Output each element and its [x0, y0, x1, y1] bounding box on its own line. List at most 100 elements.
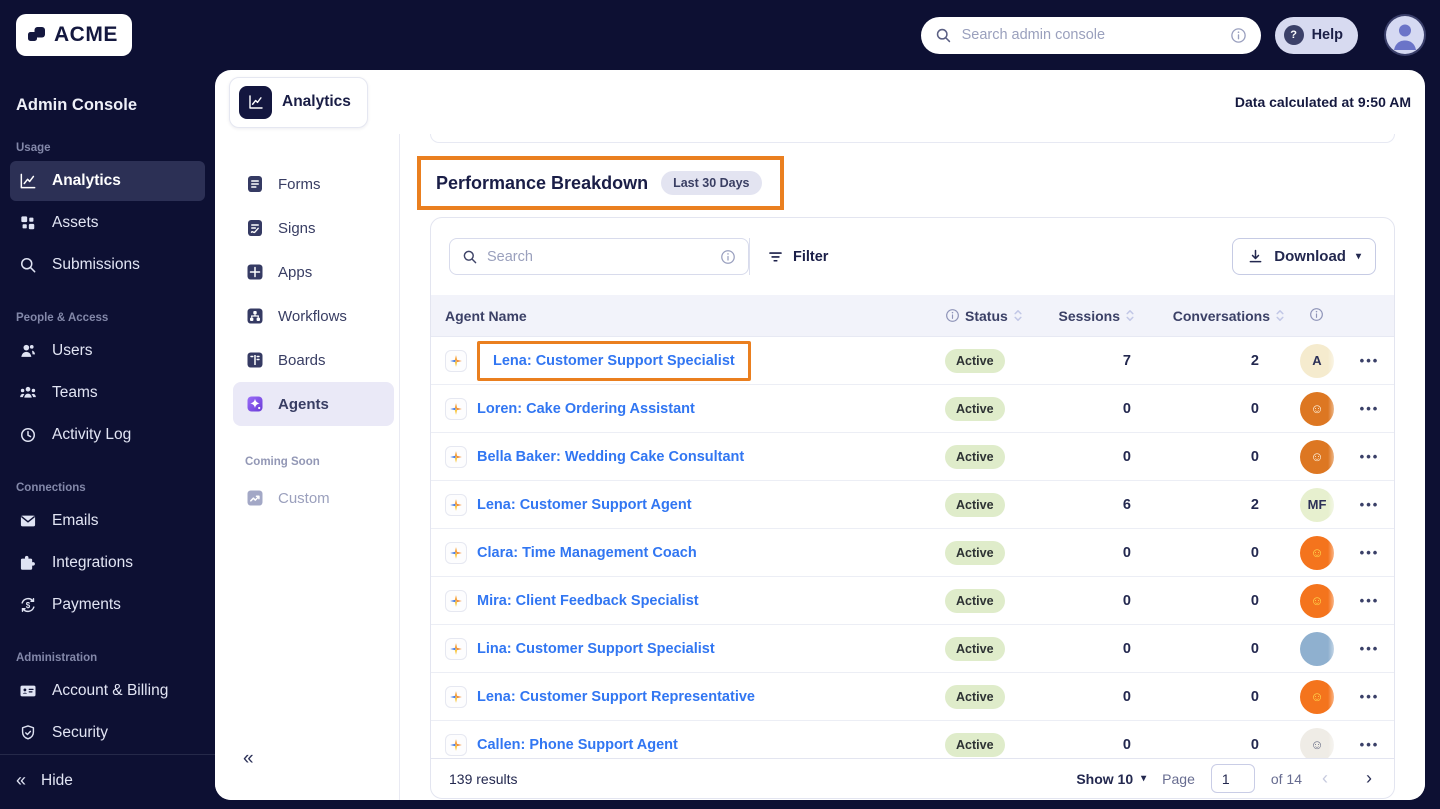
analytics-chip-label: Analytics [282, 93, 351, 110]
row-actions-button[interactable]: ••• [1359, 544, 1380, 560]
subnav-item-custom[interactable]: Custom [215, 476, 399, 520]
results-count: 139 results [449, 770, 518, 787]
acme-logo[interactable]: ACME [16, 14, 132, 56]
info-icon [1230, 27, 1246, 43]
filter-icon [769, 252, 782, 262]
sidebar-item-analytics[interactable]: Analytics [10, 161, 205, 201]
sidebar-item-integrations[interactable]: Integrations [10, 543, 205, 583]
status-badge: Active [945, 396, 1005, 421]
header-status[interactable]: Status [929, 308, 1039, 324]
table-row: Lena: Customer Support Specialist Active… [431, 337, 1394, 385]
status-badge: Active [945, 732, 1005, 757]
subnav-item-workflows[interactable]: Workflows [215, 294, 399, 338]
sessions-value: 0 [1122, 640, 1131, 657]
id-card-icon [20, 685, 36, 697]
info-icon [946, 309, 959, 322]
previous-page-button[interactable]: ‹ [1322, 768, 1328, 788]
agent-link[interactable]: Lena: Customer Support Representative [477, 688, 755, 705]
agent-link[interactable]: Lena: Customer Support Specialist [493, 352, 735, 369]
user-avatar[interactable] [1386, 16, 1424, 54]
download-button[interactable]: Download ▾ [1232, 238, 1376, 275]
shield-check-icon [21, 725, 35, 740]
sidebar-item-submissions[interactable]: Submissions [10, 245, 205, 285]
sidebar-item-assets[interactable]: Assets [10, 203, 205, 243]
agent-link[interactable]: Lina: Customer Support Specialist [477, 640, 715, 657]
next-page-button[interactable]: › [1366, 768, 1372, 788]
row-actions-button[interactable]: ••• [1359, 352, 1380, 368]
section-label-connections: Connections [16, 482, 86, 494]
subnav: Forms Signs Apps [215, 134, 400, 800]
header-status-label: Status [965, 307, 1008, 324]
header-conversations[interactable]: Conversations [1139, 308, 1289, 324]
header-avatar-info[interactable] [1289, 307, 1345, 325]
status-badge: Active [945, 492, 1005, 517]
filter-button[interactable]: Filter [750, 248, 845, 265]
agent-link[interactable]: Clara: Time Management Coach [477, 544, 697, 561]
conversations-value: 0 [1250, 592, 1259, 609]
analytics-app-chip[interactable]: Analytics [229, 76, 368, 128]
agent-avatar: A [1300, 343, 1334, 378]
agent-link[interactable]: Lena: Customer Support Agent [477, 496, 692, 513]
subnav-item-label: Signs [278, 219, 316, 237]
help-button[interactable]: ? Help [1274, 16, 1358, 54]
row-actions-button[interactable]: ••• [1359, 688, 1380, 704]
agent-link[interactable]: Loren: Cake Ordering Assistant [477, 400, 695, 417]
status-badge: Active [945, 636, 1005, 661]
table-row: Bella Baker: Wedding Cake Consultant Act… [431, 433, 1394, 481]
sidebar-item-users[interactable]: Users [10, 331, 205, 371]
collapse-subnav-button[interactable]: « [243, 748, 254, 769]
logo-text: ACME [54, 23, 118, 46]
subnav-item-apps[interactable]: Apps [215, 250, 399, 294]
section-label-people-access: People & Access [16, 312, 109, 324]
performance-table-card: Filter Download ▾ Agent Name Status [430, 217, 1395, 799]
status-badge: Active [945, 348, 1005, 373]
toolbar-divider [749, 238, 750, 275]
show-per-page-select[interactable]: Show 10 ▾ [1076, 771, 1146, 787]
sidebar-item-teams[interactable]: Teams [10, 373, 205, 413]
subnav-item-signs[interactable]: Signs [215, 206, 399, 250]
subnav-item-boards[interactable]: Boards [215, 338, 399, 382]
sidebar-item-security[interactable]: Security [10, 713, 205, 753]
sidebar-item-account-billing[interactable]: Account & Billing [10, 671, 205, 711]
row-actions-button[interactable]: ••• [1359, 736, 1380, 752]
row-actions-button[interactable]: ••• [1359, 640, 1380, 656]
apps-icon [247, 264, 263, 280]
table-row: Lena: Customer Support Representative Ac… [431, 673, 1394, 721]
sidebar-item-emails[interactable]: Emails [10, 501, 205, 541]
subnav-item-agents[interactable]: Agents [233, 382, 394, 426]
row-actions-button[interactable]: ••• [1359, 496, 1380, 512]
agent-avatar: ☺ [1300, 535, 1334, 570]
boards-icon [247, 352, 263, 368]
acme-logo-icon [28, 27, 45, 41]
sidebar-item-label: Users [52, 342, 93, 359]
sidebar-item-label: Integrations [52, 554, 133, 571]
subnav-item-label: Boards [278, 351, 326, 369]
hide-sidebar-button[interactable]: « Hide [0, 754, 215, 809]
header-sessions[interactable]: Sessions [1039, 308, 1139, 324]
admin-search[interactable] [920, 16, 1261, 54]
page-number-input[interactable] [1210, 764, 1255, 793]
agent-link[interactable]: Bella Baker: Wedding Cake Consultant [477, 448, 745, 465]
sidebar-item-payments[interactable]: $ Payments [10, 585, 205, 625]
table-search-input[interactable] [487, 248, 711, 265]
conversations-value: 2 [1250, 352, 1259, 369]
row-actions-button[interactable]: ••• [1359, 400, 1380, 416]
subnav-item-forms[interactable]: Forms [215, 162, 399, 206]
sidebar: Admin Console Usage Analytics Assets Sub… [0, 70, 215, 809]
agent-link[interactable]: Mira: Client Feedback Specialist [477, 592, 699, 609]
agent-link[interactable]: Callen: Phone Support Agent [477, 736, 678, 753]
table-search[interactable] [449, 238, 749, 275]
dollar-cycle-icon: $ [21, 597, 35, 613]
admin-search-input[interactable] [961, 27, 1220, 43]
table-header: Agent Name Status Sessions [431, 295, 1394, 337]
sessions-value: 0 [1122, 544, 1131, 561]
agent-avatar: ☺ [1300, 583, 1334, 618]
header-agent-name[interactable]: Agent Name [445, 307, 527, 324]
sidebar-item-activity-log[interactable]: Activity Log [10, 415, 205, 455]
row-actions-button[interactable]: ••• [1359, 592, 1380, 608]
row-actions-button[interactable]: ••• [1359, 448, 1380, 464]
search-icon [463, 250, 477, 263]
sort-icon [1014, 310, 1022, 321]
page-total: of 14 [1270, 770, 1302, 787]
search-icon [936, 28, 950, 42]
